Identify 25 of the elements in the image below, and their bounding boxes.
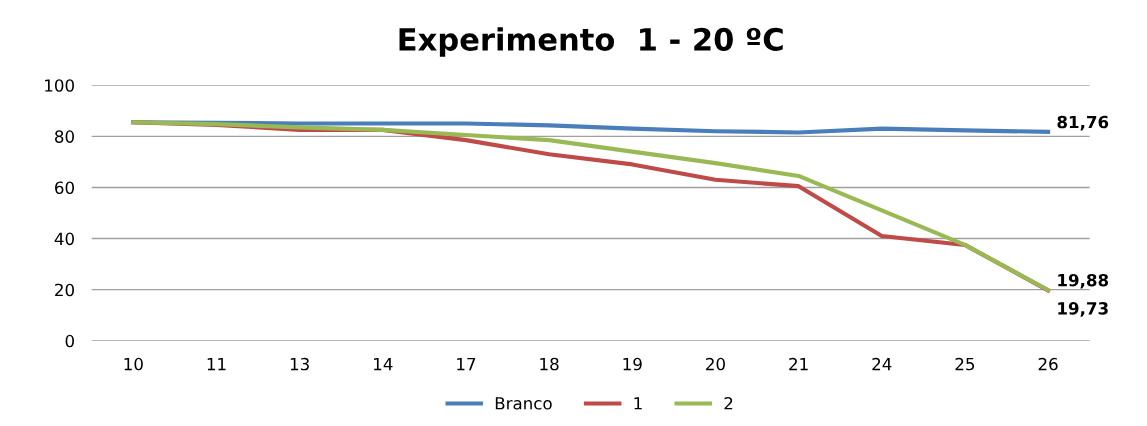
y-tick-label: 20 [55, 283, 74, 297]
data-label: 19,88 [1058, 273, 1109, 289]
x-tick-label: 24 [872, 357, 892, 371]
x-tick-label: 20 [706, 357, 725, 371]
x-tick-label: 10 [124, 357, 143, 371]
data-label: 19,73 [1058, 302, 1108, 317]
x-tick-label: 11 [207, 357, 226, 371]
data-label: 81,76 [1057, 115, 1109, 131]
chart-title: Experimento 1 - 20 ºC [399, 27, 783, 57]
y-tick-label: 80 [55, 130, 74, 143]
y-tick-label: 100 [45, 79, 74, 92]
y-tick-label: 0 [65, 334, 74, 348]
x-tick-label: 21 [789, 357, 808, 371]
x-tick-label: 18 [540, 357, 559, 371]
legend-label: Branco [495, 397, 552, 410]
x-tick-label: 17 [457, 357, 476, 371]
x-tick-label: 26 [1038, 357, 1058, 371]
x-tick-label: 13 [290, 357, 309, 371]
y-tick-label: 60 [55, 181, 74, 195]
legend-label: 1 [634, 397, 642, 410]
x-tick-label: 19 [623, 357, 642, 371]
x-tick-label: 25 [955, 357, 975, 371]
y-tick-label: 40 [54, 232, 74, 246]
legend-label: 2 [724, 396, 733, 410]
x-tick-label: 14 [374, 357, 393, 371]
